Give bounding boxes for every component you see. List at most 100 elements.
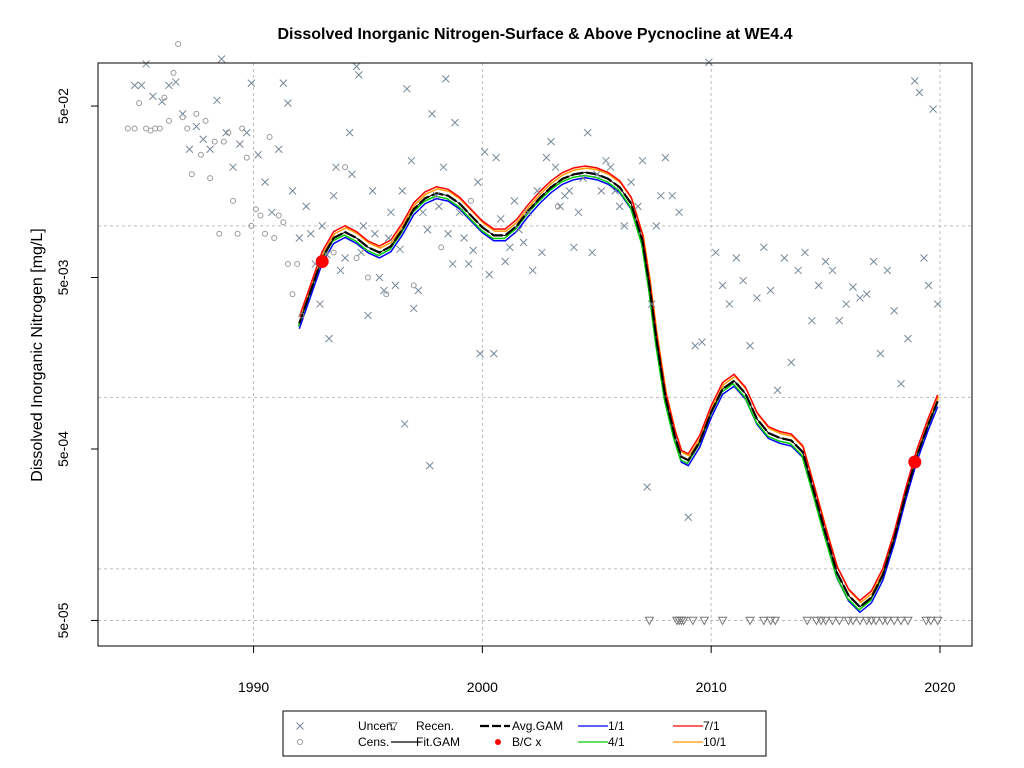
uncensored-point	[787, 358, 796, 367]
uncensored-point	[213, 96, 221, 105]
uncensored-point	[656, 191, 665, 200]
uncensored-point	[501, 257, 510, 266]
censored-point	[225, 129, 232, 136]
uncensored-point	[698, 338, 706, 346]
uncensored-point	[835, 316, 844, 325]
y-tick-label: 5e-02	[55, 88, 71, 124]
uncensored-point	[419, 208, 427, 217]
bc-point	[315, 254, 329, 268]
uncensored-point	[235, 140, 244, 148]
y-axis: 5e-05 5e-04 5e-03 5e-02	[55, 88, 98, 638]
recensored-point	[889, 616, 900, 626]
uncensored-point	[380, 286, 388, 295]
censored-point	[193, 110, 200, 117]
censored-point	[298, 312, 305, 319]
uncensored-point	[718, 281, 727, 290]
uncensored-point	[574, 208, 583, 217]
recensored-point	[903, 616, 913, 626]
uncensored-point	[524, 208, 532, 217]
recensored-point	[843, 616, 854, 626]
uncensored-point	[638, 156, 647, 165]
censored-point	[202, 117, 209, 124]
censored-point	[179, 114, 186, 121]
recensored-point	[877, 616, 888, 626]
recensored-point	[882, 616, 893, 626]
uncensored-point	[684, 513, 693, 522]
curve-7-1	[298, 165, 939, 602]
censored-point	[188, 171, 195, 178]
uncensored-point	[384, 234, 393, 242]
recensored-point	[770, 616, 781, 626]
grid	[98, 63, 972, 646]
uncensored-point	[423, 225, 432, 234]
uncensored-point	[396, 245, 404, 254]
censored-point	[239, 125, 246, 132]
uncensored-point	[432, 191, 441, 200]
uncensored-point	[407, 156, 416, 165]
uncensored-point	[565, 187, 574, 195]
uncensored-point	[206, 145, 214, 154]
censored-point	[252, 206, 259, 213]
recensored-point	[855, 616, 865, 626]
uncensored-point	[352, 62, 361, 71]
censored-point	[161, 94, 168, 101]
uncensored-point	[354, 71, 363, 79]
uncensored-point	[137, 81, 146, 90]
legend-box	[282, 710, 767, 757]
x-tick-label: 1990	[238, 679, 269, 695]
uncensored-point	[492, 153, 500, 162]
x-axis: 1990 2000 2010 2020	[238, 646, 956, 695]
censored-point	[342, 164, 349, 171]
uncensored-point	[302, 202, 311, 211]
legend-triangle-marker	[388, 722, 398, 732]
censored-point	[257, 212, 264, 219]
uncensored-point	[627, 178, 635, 186]
uncensored-point	[229, 163, 237, 172]
legend-label: Fit.GAM	[416, 735, 460, 749]
recensored-point	[861, 616, 872, 626]
censored-point	[383, 291, 390, 298]
uncensored-point	[476, 349, 484, 358]
legend-label: 1/1	[608, 719, 625, 733]
recensored-point	[871, 616, 881, 626]
censored-point	[124, 125, 131, 132]
uncensored-point	[862, 290, 871, 298]
uncensored-point	[597, 187, 606, 195]
recensored-point	[921, 616, 932, 626]
uncensored-point	[460, 234, 468, 242]
uncensored-point	[849, 283, 857, 291]
uncensored-point	[579, 174, 587, 182]
censored-point	[289, 291, 296, 298]
curve-4-1	[297, 174, 938, 611]
uncensored-point	[359, 222, 368, 230]
uncensored-point	[391, 281, 400, 290]
uncensored-point	[533, 187, 542, 195]
uncensored-point	[652, 222, 661, 230]
uncensored-point	[165, 81, 173, 90]
uncensored-point	[780, 254, 789, 262]
uncensored-point	[480, 148, 489, 156]
uncensored-point	[261, 178, 269, 186]
uncensored-point	[439, 163, 448, 172]
censored-point	[353, 254, 360, 261]
uncensored-point	[675, 208, 683, 217]
uncensored-point	[332, 163, 340, 172]
censored-point	[211, 138, 218, 145]
uncensored-point	[821, 257, 830, 266]
legend-cross-marker	[296, 722, 304, 730]
uncensored-point	[368, 187, 377, 195]
censored-point	[364, 274, 371, 281]
uncensored-point	[505, 243, 514, 252]
uncensored-point	[842, 300, 851, 308]
recensored-point	[699, 616, 710, 626]
uncensored-point	[570, 243, 578, 252]
uncensored-point	[615, 202, 624, 211]
recensored-point	[866, 616, 877, 626]
uncensored-point	[336, 266, 345, 275]
uncensored-point	[357, 248, 365, 257]
uncensored-point	[185, 145, 194, 154]
uncensored-point	[489, 349, 498, 358]
uncensored-point	[933, 300, 942, 308]
censored-point	[467, 197, 474, 204]
uncensored-point	[773, 386, 782, 395]
